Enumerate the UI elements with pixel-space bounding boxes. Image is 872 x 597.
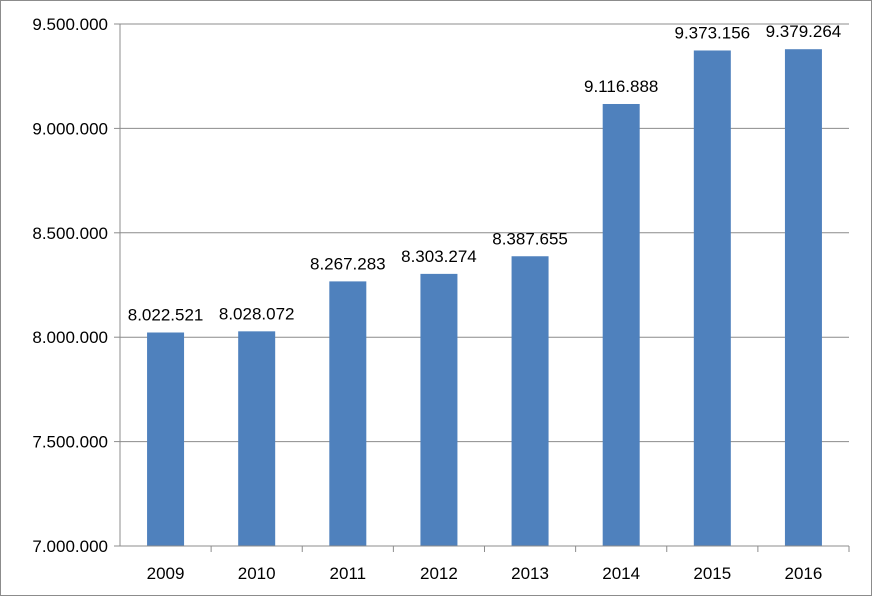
data-label: 9.379.264: [766, 22, 842, 41]
x-tick-label: 2012: [420, 564, 458, 583]
x-tick-labels: 2009 2010 2011 2012 2013 2014 2015 2016: [147, 564, 823, 583]
y-tick-label: 8.500.000: [32, 224, 108, 243]
x-tick-label: 2016: [785, 564, 823, 583]
data-labels: 8.022.521 8.028.072 8.267.283 8.303.274 8.38…: [128, 22, 842, 324]
axes: [114, 23, 850, 552]
x-tick-label: 2011: [330, 564, 367, 583]
bars-group: [147, 49, 822, 547]
y-tick-label: 7.500.000: [32, 433, 108, 452]
gridlines: [120, 23, 849, 547]
y-tick-label: 9.000.000: [32, 119, 108, 138]
data-label: 9.116.888: [584, 77, 658, 96]
bar-2014: [602, 103, 640, 547]
x-tick-label: 2010: [238, 564, 276, 583]
y-tick-labels: 7.000.000 7.500.000 8.000.000 8.500.000 9.00…: [32, 15, 108, 556]
x-tick-label: 2009: [147, 564, 185, 583]
bar-2015: [693, 50, 731, 547]
bar-2010: [238, 331, 276, 546]
bar-2016: [784, 49, 822, 546]
data-label: 8.267.283: [310, 254, 386, 273]
x-tick-label: 2014: [602, 564, 640, 583]
data-label: 8.028.072: [219, 304, 295, 323]
bar-2011: [329, 281, 367, 546]
x-tick-label: 2013: [511, 564, 549, 583]
y-tick-label: 8.000.000: [32, 328, 108, 347]
data-label: 9.373.156: [674, 23, 750, 42]
data-label: 8.022.521: [128, 305, 204, 324]
data-label: 8.387.655: [492, 229, 568, 248]
y-tick-label: 9.500.000: [32, 15, 108, 34]
data-label: 8.303.274: [401, 247, 477, 266]
bar-2013: [511, 256, 549, 546]
x-tick-label: 2015: [693, 564, 731, 583]
bar-2012: [420, 273, 458, 546]
y-tick-label: 7.000.000: [32, 537, 108, 556]
bar-2009: [147, 332, 185, 546]
